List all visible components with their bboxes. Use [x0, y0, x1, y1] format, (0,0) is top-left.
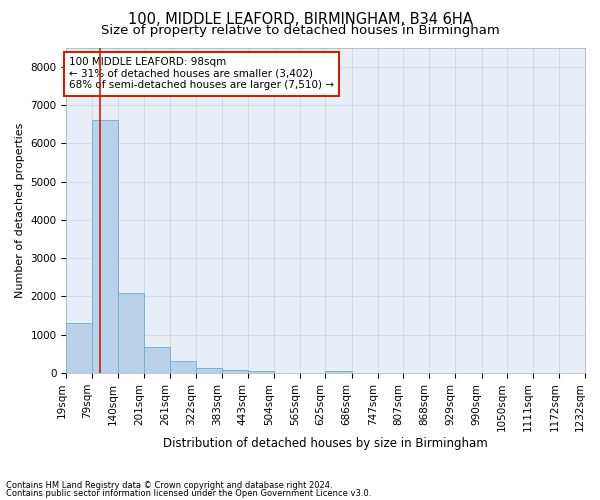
Text: Contains HM Land Registry data © Crown copyright and database right 2024.: Contains HM Land Registry data © Crown c… — [6, 480, 332, 490]
Text: 100, MIDDLE LEAFORD, BIRMINGHAM, B34 6HA: 100, MIDDLE LEAFORD, BIRMINGHAM, B34 6HA — [128, 12, 472, 28]
Bar — [92, 120, 118, 373]
X-axis label: Distribution of detached houses by size in Birmingham: Distribution of detached houses by size … — [163, 437, 488, 450]
Bar — [248, 371, 274, 373]
Bar — [144, 347, 170, 373]
Text: Contains public sector information licensed under the Open Government Licence v3: Contains public sector information licen… — [6, 489, 371, 498]
Y-axis label: Number of detached properties: Number of detached properties — [15, 122, 25, 298]
Text: 100 MIDDLE LEAFORD: 98sqm
← 31% of detached houses are smaller (3,402)
68% of se: 100 MIDDLE LEAFORD: 98sqm ← 31% of detac… — [69, 58, 334, 90]
Text: Size of property relative to detached houses in Birmingham: Size of property relative to detached ho… — [101, 24, 499, 37]
Bar — [67, 323, 92, 373]
Bar — [170, 362, 196, 373]
Bar — [118, 294, 144, 373]
Bar — [325, 371, 352, 373]
Bar — [222, 370, 248, 373]
Bar — [196, 368, 222, 373]
